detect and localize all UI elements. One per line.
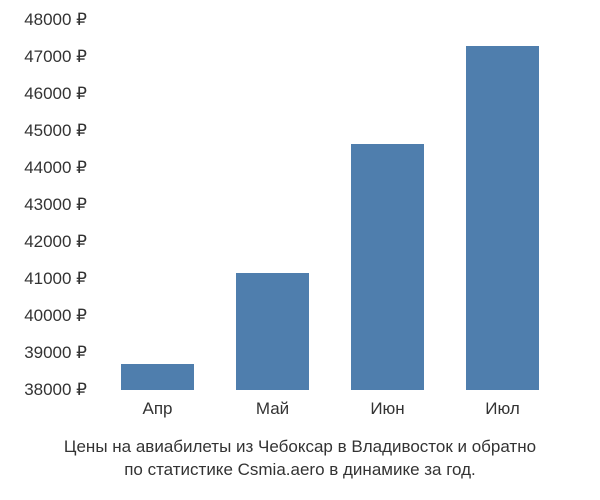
caption-line-1: Цены на авиабилеты из Чебоксар в Владиво…: [64, 437, 536, 456]
y-tick-label: 47000 ₽: [24, 47, 87, 67]
y-tick-label: 46000 ₽: [24, 84, 87, 104]
y-tick-label: 44000 ₽: [24, 158, 87, 178]
x-tick-label: Июн: [370, 399, 404, 419]
price-bar-chart: 38000 ₽ 39000 ₽ 40000 ₽ 41000 ₽ 42000 ₽ 43000…: [0, 0, 600, 500]
caption-line-2: по статистике Csmia.aero в динамике за г…: [124, 460, 476, 479]
bar: [466, 46, 540, 390]
y-tick-label: 40000 ₽: [24, 306, 87, 326]
x-tick-label: Июл: [485, 399, 520, 419]
y-tick-label: 48000 ₽: [24, 10, 87, 30]
y-tick-label: 42000 ₽: [24, 232, 87, 252]
plot-area: [100, 20, 560, 390]
bar: [121, 364, 195, 390]
y-tick-label: 43000 ₽: [24, 195, 87, 215]
chart-caption: Цены на авиабилеты из Чебоксар в Владиво…: [0, 436, 600, 482]
y-tick-label: 38000 ₽: [24, 380, 87, 400]
y-axis: 38000 ₽39000 ₽40000 ₽41000 ₽42000 ₽43000…: [0, 20, 95, 390]
y-tick-label: 41000 ₽: [24, 269, 87, 289]
bars-container: [100, 20, 560, 390]
y-tick-label: 39000 ₽: [24, 343, 87, 363]
y-tick-label: 45000 ₽: [24, 121, 87, 141]
bar: [236, 273, 310, 390]
bar: [351, 144, 425, 390]
x-tick-label: Апр: [143, 399, 173, 419]
x-axis: Апр Май Июн Июл: [100, 395, 560, 425]
x-tick-label: Май: [256, 399, 289, 419]
